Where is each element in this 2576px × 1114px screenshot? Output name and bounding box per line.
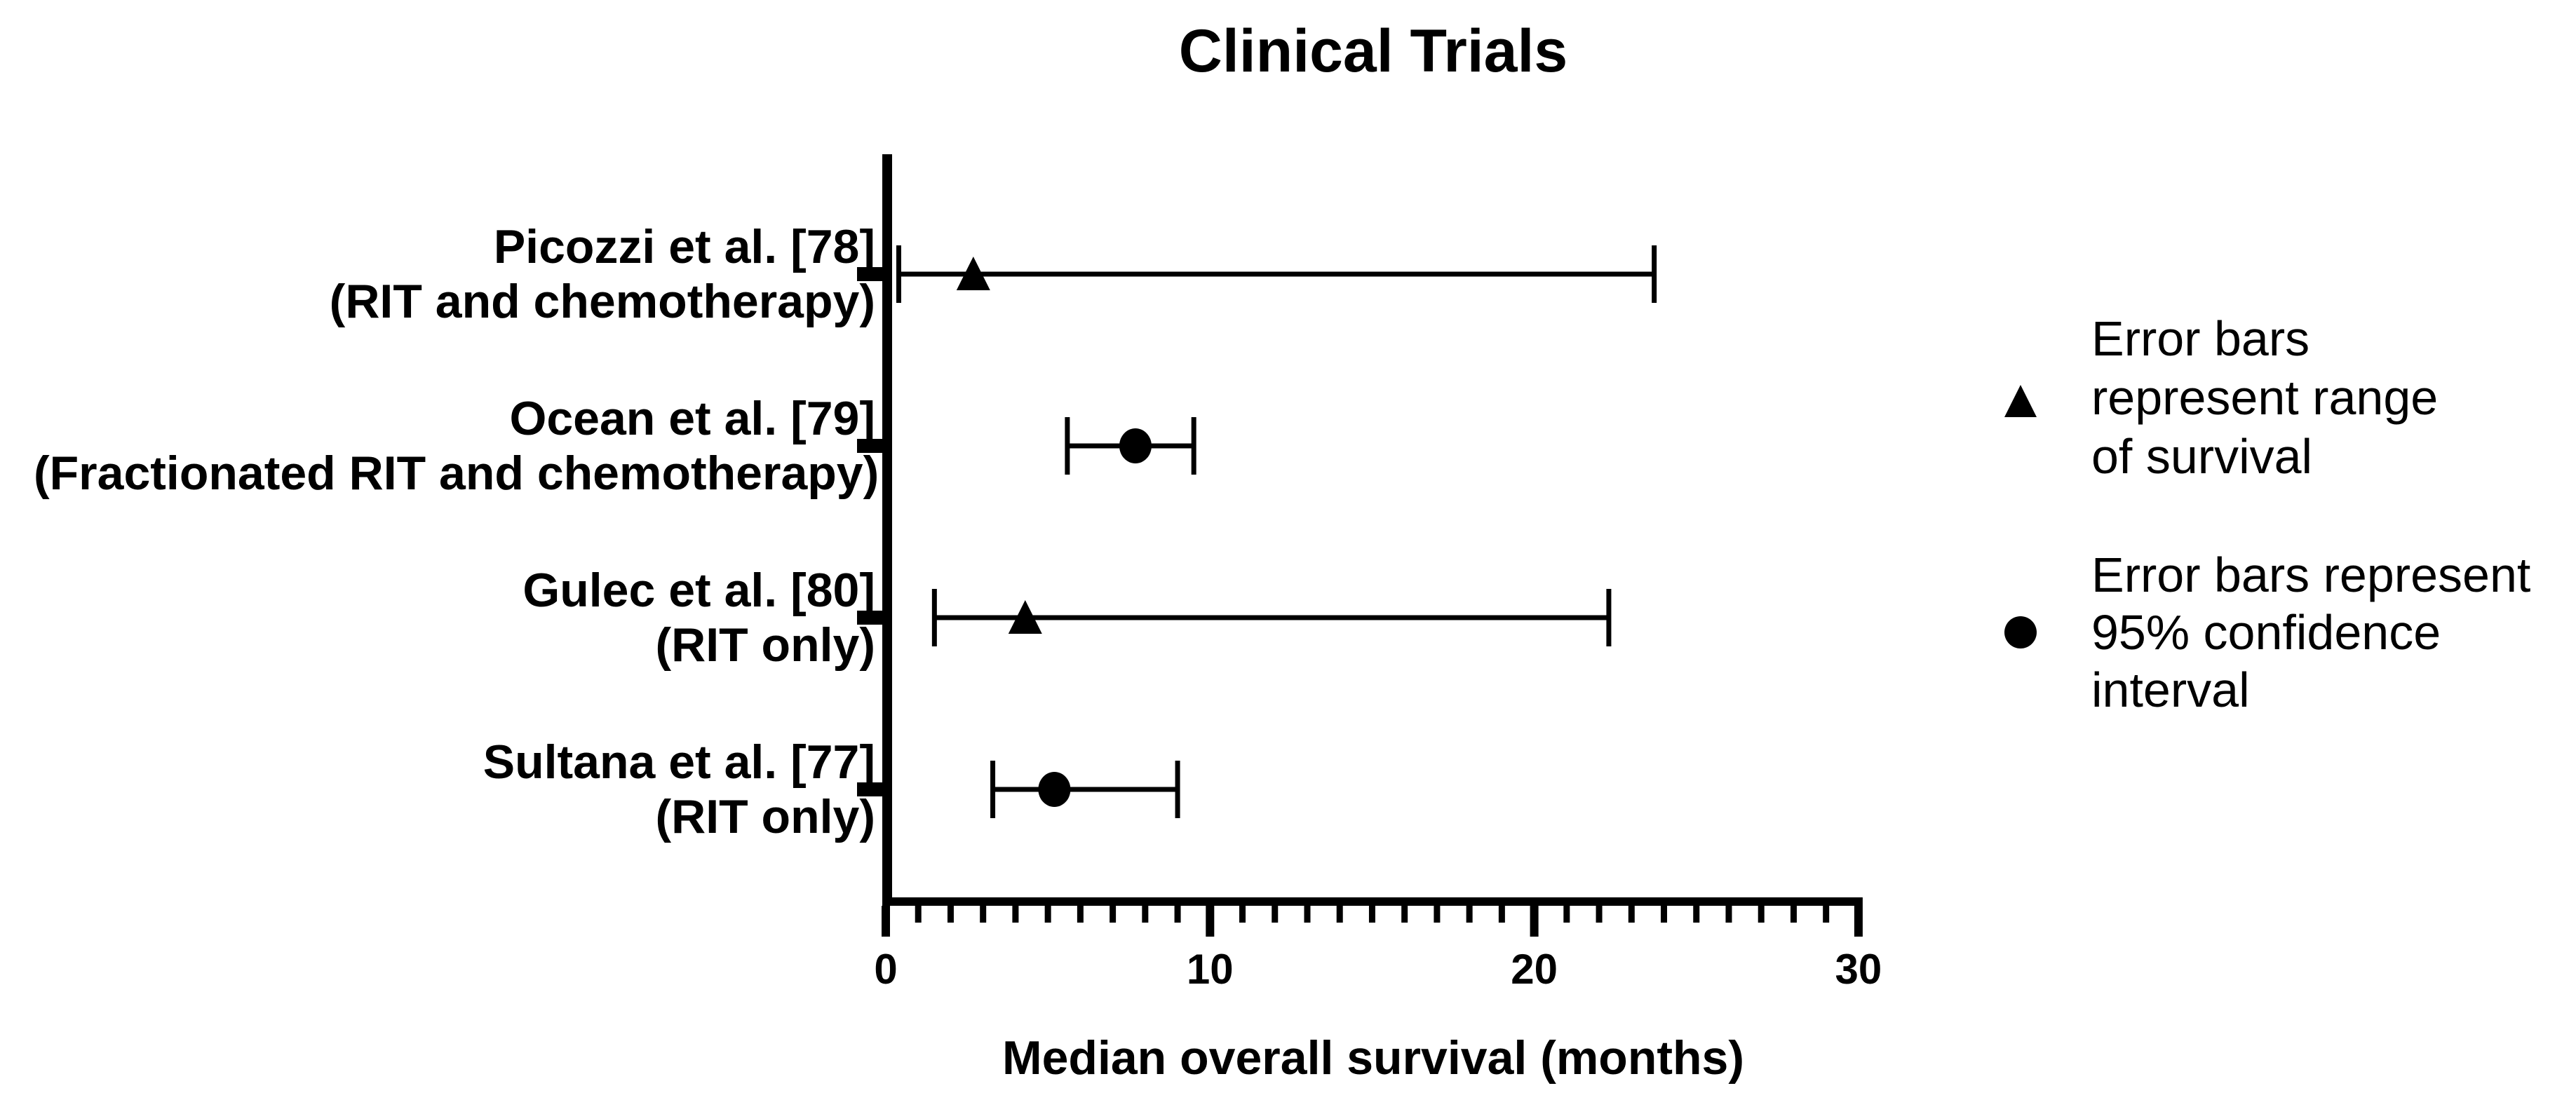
x-minor-tick: [980, 906, 987, 923]
x-minor-tick: [1466, 906, 1473, 923]
x-minor-tick: [1110, 906, 1117, 923]
x-axis-title: Median overall survival (months): [1002, 1031, 1745, 1085]
error-bar-cap-low: [1065, 417, 1070, 475]
category-label-line2: (Fractionated RIT and chemotherapy): [34, 447, 879, 500]
marker-circle: [1038, 772, 1071, 807]
legend-line: of survival: [2091, 429, 2313, 484]
legend-entry-ci: Error bars represent 95% confidence inte…: [2091, 546, 2576, 719]
category-label-ocean: Ocean et al. [79] (Fractionated RIT and …: [34, 391, 879, 501]
marker-circle: [1119, 428, 1152, 463]
error-bar-cap-low: [990, 761, 996, 818]
category-label-line1: Gulec et al. [80]: [522, 564, 875, 617]
x-minor-tick: [1693, 906, 1700, 923]
error-bar-cap-low: [931, 589, 937, 646]
x-minor-tick: [1044, 906, 1051, 923]
category-label-picozzi: Picozzi et al. [78] (RIT and chemotherap…: [34, 219, 875, 329]
x-minor-tick: [1336, 906, 1343, 923]
x-minor-tick: [1725, 906, 1732, 923]
x-tick-label: 30: [1835, 946, 1882, 993]
category-label-sultana: Sultana et al. [77] (RIT only): [34, 735, 875, 844]
x-minor-tick: [915, 906, 922, 923]
x-minor-tick: [1823, 906, 1830, 923]
x-minor-tick: [1628, 906, 1635, 923]
category-label-line2: (RIT only): [655, 618, 875, 672]
x-minor-tick: [1661, 906, 1668, 923]
error-bar-cap-high: [1652, 245, 1657, 303]
category-tick: [857, 782, 882, 796]
legend-line: Error bars: [2091, 311, 2310, 366]
x-major-tick: [1854, 906, 1863, 937]
category-label-line1: Ocean et al. [79]: [509, 392, 875, 445]
x-minor-tick: [1790, 906, 1797, 923]
x-major-tick: [882, 906, 890, 937]
category-tick: [857, 439, 882, 453]
category-label-line1: Picozzi et al. [78]: [493, 220, 875, 273]
x-axis-line: [882, 897, 1863, 906]
x-major-tick: [1530, 906, 1539, 937]
error-bar-line: [934, 615, 1609, 620]
x-minor-tick: [1758, 906, 1765, 923]
x-minor-tick: [1174, 906, 1181, 923]
x-minor-tick: [1596, 906, 1603, 923]
error-bar-cap-high: [1191, 417, 1196, 475]
x-minor-tick: [1563, 906, 1570, 923]
error-bar-cap-high: [1175, 761, 1180, 818]
x-minor-tick: [1077, 906, 1084, 923]
category-label-line2: (RIT and chemotherapy): [329, 275, 875, 328]
marker-triangle: [1008, 600, 1042, 634]
legend-line: 95% confidence: [2091, 605, 2441, 660]
x-minor-tick: [947, 906, 954, 923]
legend-line: represent range: [2091, 370, 2439, 425]
category-label-line1: Sultana et al. [77]: [483, 735, 875, 789]
error-bar-line: [898, 271, 1654, 277]
x-tick-label: 20: [1511, 946, 1558, 993]
category-tick: [857, 267, 882, 281]
error-bar-line: [992, 787, 1178, 792]
chart-title: Clinical Trials: [1178, 18, 1568, 85]
x-minor-tick: [1304, 906, 1311, 923]
circle-icon: [2004, 616, 2037, 648]
legend-entry-range: Error bars represent range of survival: [2091, 309, 2576, 486]
error-bar-cap-high: [1606, 589, 1612, 646]
y-axis-spine: [882, 154, 892, 906]
category-label-gulec: Gulec et al. [80] (RIT only): [34, 563, 875, 672]
x-minor-tick: [1239, 906, 1246, 923]
x-minor-tick: [1434, 906, 1441, 923]
category-tick: [857, 611, 882, 625]
x-minor-tick: [1401, 906, 1408, 923]
category-label-line2: (RIT only): [655, 790, 875, 843]
legend-line: Error bars represent: [2091, 548, 2531, 602]
x-minor-tick: [1498, 906, 1505, 923]
x-minor-tick: [1142, 906, 1149, 923]
x-minor-tick: [1272, 906, 1279, 923]
x-minor-tick: [1012, 906, 1019, 923]
legend-line: interval: [2091, 663, 2250, 717]
x-major-tick: [1206, 906, 1215, 937]
x-tick-label: 10: [1187, 946, 1234, 993]
marker-triangle: [956, 257, 990, 290]
triangle-icon: [2004, 385, 2037, 417]
error-bar-cap-low: [896, 245, 901, 303]
x-minor-tick: [1368, 906, 1375, 923]
x-tick-label: 0: [874, 946, 897, 993]
